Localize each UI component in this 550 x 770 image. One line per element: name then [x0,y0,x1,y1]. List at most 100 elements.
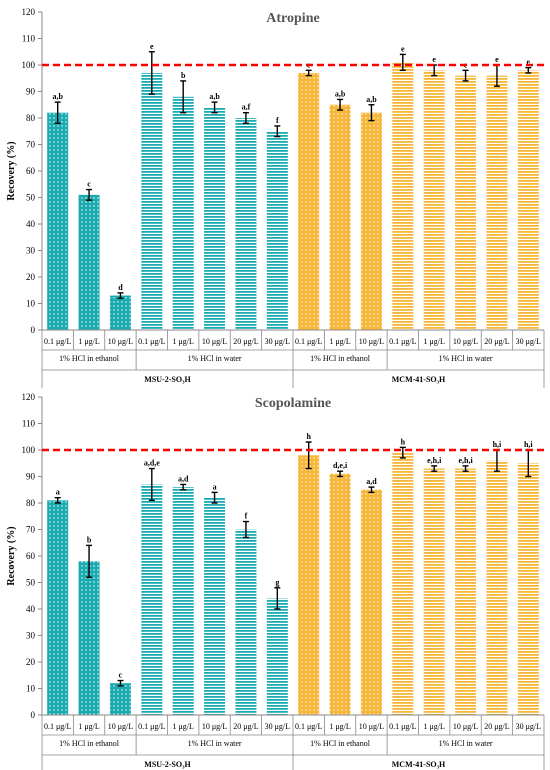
solvent-group-label: 1% HCl in ethanol [310,354,371,363]
bar [266,131,288,330]
category-label: 10 μg/L [359,722,385,731]
bar [141,72,163,330]
bar [141,484,163,715]
solvent-group-label: 1% HCl in water [439,354,493,363]
bar [266,598,288,715]
significance-label: a,b [335,89,346,98]
category-label: 20 μg/L [484,337,510,346]
y-axis-title: Recovery (%) [6,141,17,200]
bar [78,194,100,330]
bar [517,463,539,715]
y-tick-label: 120 [22,7,36,17]
significance-label: h [401,437,406,446]
y-tick-label: 120 [22,392,36,402]
y-tick-label: 80 [26,498,36,508]
bar [47,500,69,715]
category-label: 1 μg/L [172,337,194,346]
bar [423,468,445,715]
category-label: 1 μg/L [423,337,445,346]
bar [204,107,226,331]
bar [78,561,100,715]
y-tick-label: 110 [22,34,36,44]
bar [109,295,131,330]
category-label: 10 μg/L [453,722,479,731]
bar [47,112,69,330]
bar [298,455,320,715]
bar [235,118,257,330]
atropine-panel: 0 10 20 30 40 50 60 70 80 90 100 110 120 Recovery (%)… [6,7,545,388]
y-tick-label: 30 [26,631,36,641]
significance-label: e [432,55,436,64]
significance-label: b [87,535,92,544]
y-tick-label: 100 [22,60,36,70]
significance-label: a [56,488,60,497]
category-label: 0.1 μg/L [44,337,72,346]
category-label: 20 μg/L [233,722,259,731]
material-label: MCM-41-SO₃H [392,375,446,384]
significance-label: a,b [366,95,377,104]
category-label: 10 μg/L [108,337,134,346]
category-label: 20 μg/L [233,337,259,346]
category-label: 0.1 μg/L [138,722,166,731]
category-label: 10 μg/L [202,722,228,731]
y-tick-label: 0 [31,710,36,720]
bar [172,96,194,330]
significance-label: e,h,i [458,456,473,465]
bar [172,487,194,715]
significance-label: a,b [52,92,63,101]
y-tick-label: 90 [26,87,36,97]
category-label: 1 μg/L [172,722,194,731]
y-tick-label: 60 [26,551,36,561]
significance-label: e,h,i [427,456,442,465]
y-tick-label: 20 [26,657,36,667]
significance-label: a,d [366,477,377,486]
significance-label: a,d,e [144,459,160,468]
bar [329,473,351,715]
bar [329,104,351,330]
y-tick-label: 0 [31,325,36,335]
significance-label: a,d [178,474,189,483]
solvent-group-label: 1% HCl in ethanol [59,739,120,748]
significance-label: d [118,283,123,292]
category-label: 0.1 μg/L [295,722,323,731]
significance-label: f [245,512,248,521]
significance-label: h,i [493,440,502,449]
bar [109,683,131,715]
y-tick-label: 90 [26,472,36,482]
significance-label: e [150,42,154,51]
y-tick-label: 50 [26,578,36,588]
bar [298,72,320,330]
solvent-group-label: 1% HCl in ethanol [59,354,120,363]
y-tick-label: 70 [26,140,36,150]
material-label: MCM-41-SO₃H [392,760,446,769]
bar [360,112,382,330]
y-axis-title: Recovery (%) [6,526,17,585]
y-tick-label: 80 [26,113,36,123]
category-label: 0.1 μg/L [138,337,166,346]
bar [455,468,477,715]
category-label: 1 μg/L [329,337,351,346]
material-label: MSU-2-SO₃H [144,375,191,384]
bar [486,460,508,715]
category-label: 30 μg/L [265,722,291,731]
y-tick-label: 10 [26,684,36,694]
solvent-group-label: 1% HCl in water [188,354,242,363]
bar [392,452,414,715]
category-label: 1 μg/L [423,722,445,731]
chart-title: Scopolamine [255,396,331,411]
y-tick-label: 110 [22,419,36,429]
category-label: 0.1 μg/L [44,722,72,731]
category-label: 10 μg/L [108,722,134,731]
category-label: 1 μg/L [329,722,351,731]
y-tick-label: 30 [26,246,36,256]
bar [486,75,508,330]
chart-title: Atropine [266,11,319,26]
significance-label: c [87,180,91,189]
significance-label: e [401,44,405,53]
significance-label: a,f [242,103,251,112]
category-label: 0.1 μg/L [389,337,417,346]
bar [204,497,226,715]
significance-label: d,e,i [333,461,348,470]
category-label: 10 μg/L [359,337,385,346]
